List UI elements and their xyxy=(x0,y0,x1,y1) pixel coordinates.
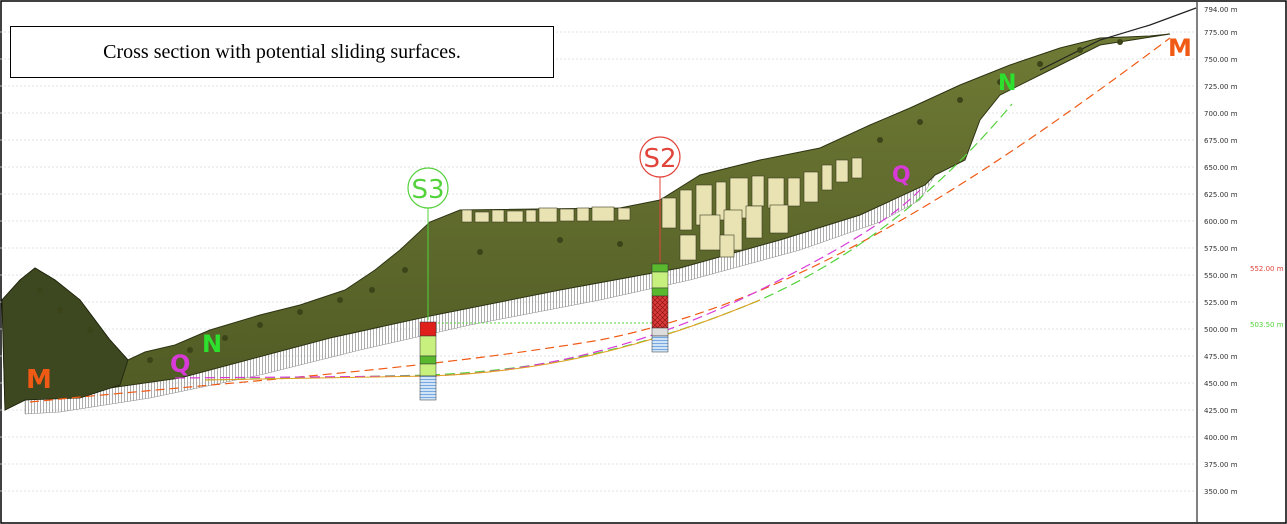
elev-label: 525.00 m xyxy=(1204,299,1238,307)
unit-label-q-right: Q xyxy=(892,163,911,188)
elev-label: 550.00 m xyxy=(1204,272,1238,280)
borehole-label-s2: S2 xyxy=(643,144,676,174)
elev-label: 775.00 m xyxy=(1204,29,1238,37)
borehole-s2: S2 xyxy=(639,136,681,353)
unit-label-n-left: N xyxy=(202,330,222,358)
sliding-surface-solid xyxy=(204,299,761,381)
unit-label-n-right: N xyxy=(998,71,1016,96)
elev-label: 425.00 m xyxy=(1204,407,1238,415)
elev-label: 475.00 m xyxy=(1204,353,1238,361)
elev-label: 375.00 m xyxy=(1204,461,1238,469)
buildings xyxy=(461,157,863,261)
unit-label-m-right: M xyxy=(1168,34,1192,62)
borehole-label-s3: S3 xyxy=(411,175,444,205)
elev-label: 650.00 m xyxy=(1204,164,1238,172)
elev-label: 400.00 m xyxy=(1204,434,1238,442)
elev-label: 625.00 m xyxy=(1204,191,1238,199)
elev-label: 750.00 m xyxy=(1204,56,1238,64)
terrain-surface xyxy=(1,33,1171,411)
water-level-label-s3: 503.50 m xyxy=(1250,321,1284,329)
water-level-label-s2: 552.00 m xyxy=(1250,265,1284,273)
bedrock-surface xyxy=(1039,7,1197,71)
trees xyxy=(37,39,1123,363)
elev-label: 725.00 m xyxy=(1204,83,1238,91)
elev-label: 500.00 m xyxy=(1204,326,1238,334)
elev-label: 794.00 m xyxy=(1204,6,1238,14)
unit-label-m-left: M xyxy=(26,365,52,395)
sliding-surface-n xyxy=(204,103,1013,381)
left-hill xyxy=(1,267,129,411)
elev-label: 450.00 m xyxy=(1204,380,1238,388)
borehole-s3: S3 xyxy=(407,167,449,401)
elev-label: 575.00 m xyxy=(1204,245,1238,253)
elev-label: 350.00 m xyxy=(1204,488,1238,496)
elev-label: 700.00 m xyxy=(1204,110,1238,118)
sliding-surface-q xyxy=(174,189,921,379)
unit-label-q-left: Q xyxy=(170,350,190,378)
figure-title: Cross section with potential sliding sur… xyxy=(103,40,461,63)
title-box: Cross section with potential sliding sur… xyxy=(10,26,554,78)
elevation-labels: 794.00 m 775.00 m 750.00 m 725.00 m 700.… xyxy=(1204,6,1238,496)
elev-label: 600.00 m xyxy=(1204,218,1238,226)
sliding-surface-m xyxy=(29,37,1171,403)
elev-label: 675.00 m xyxy=(1204,137,1238,145)
